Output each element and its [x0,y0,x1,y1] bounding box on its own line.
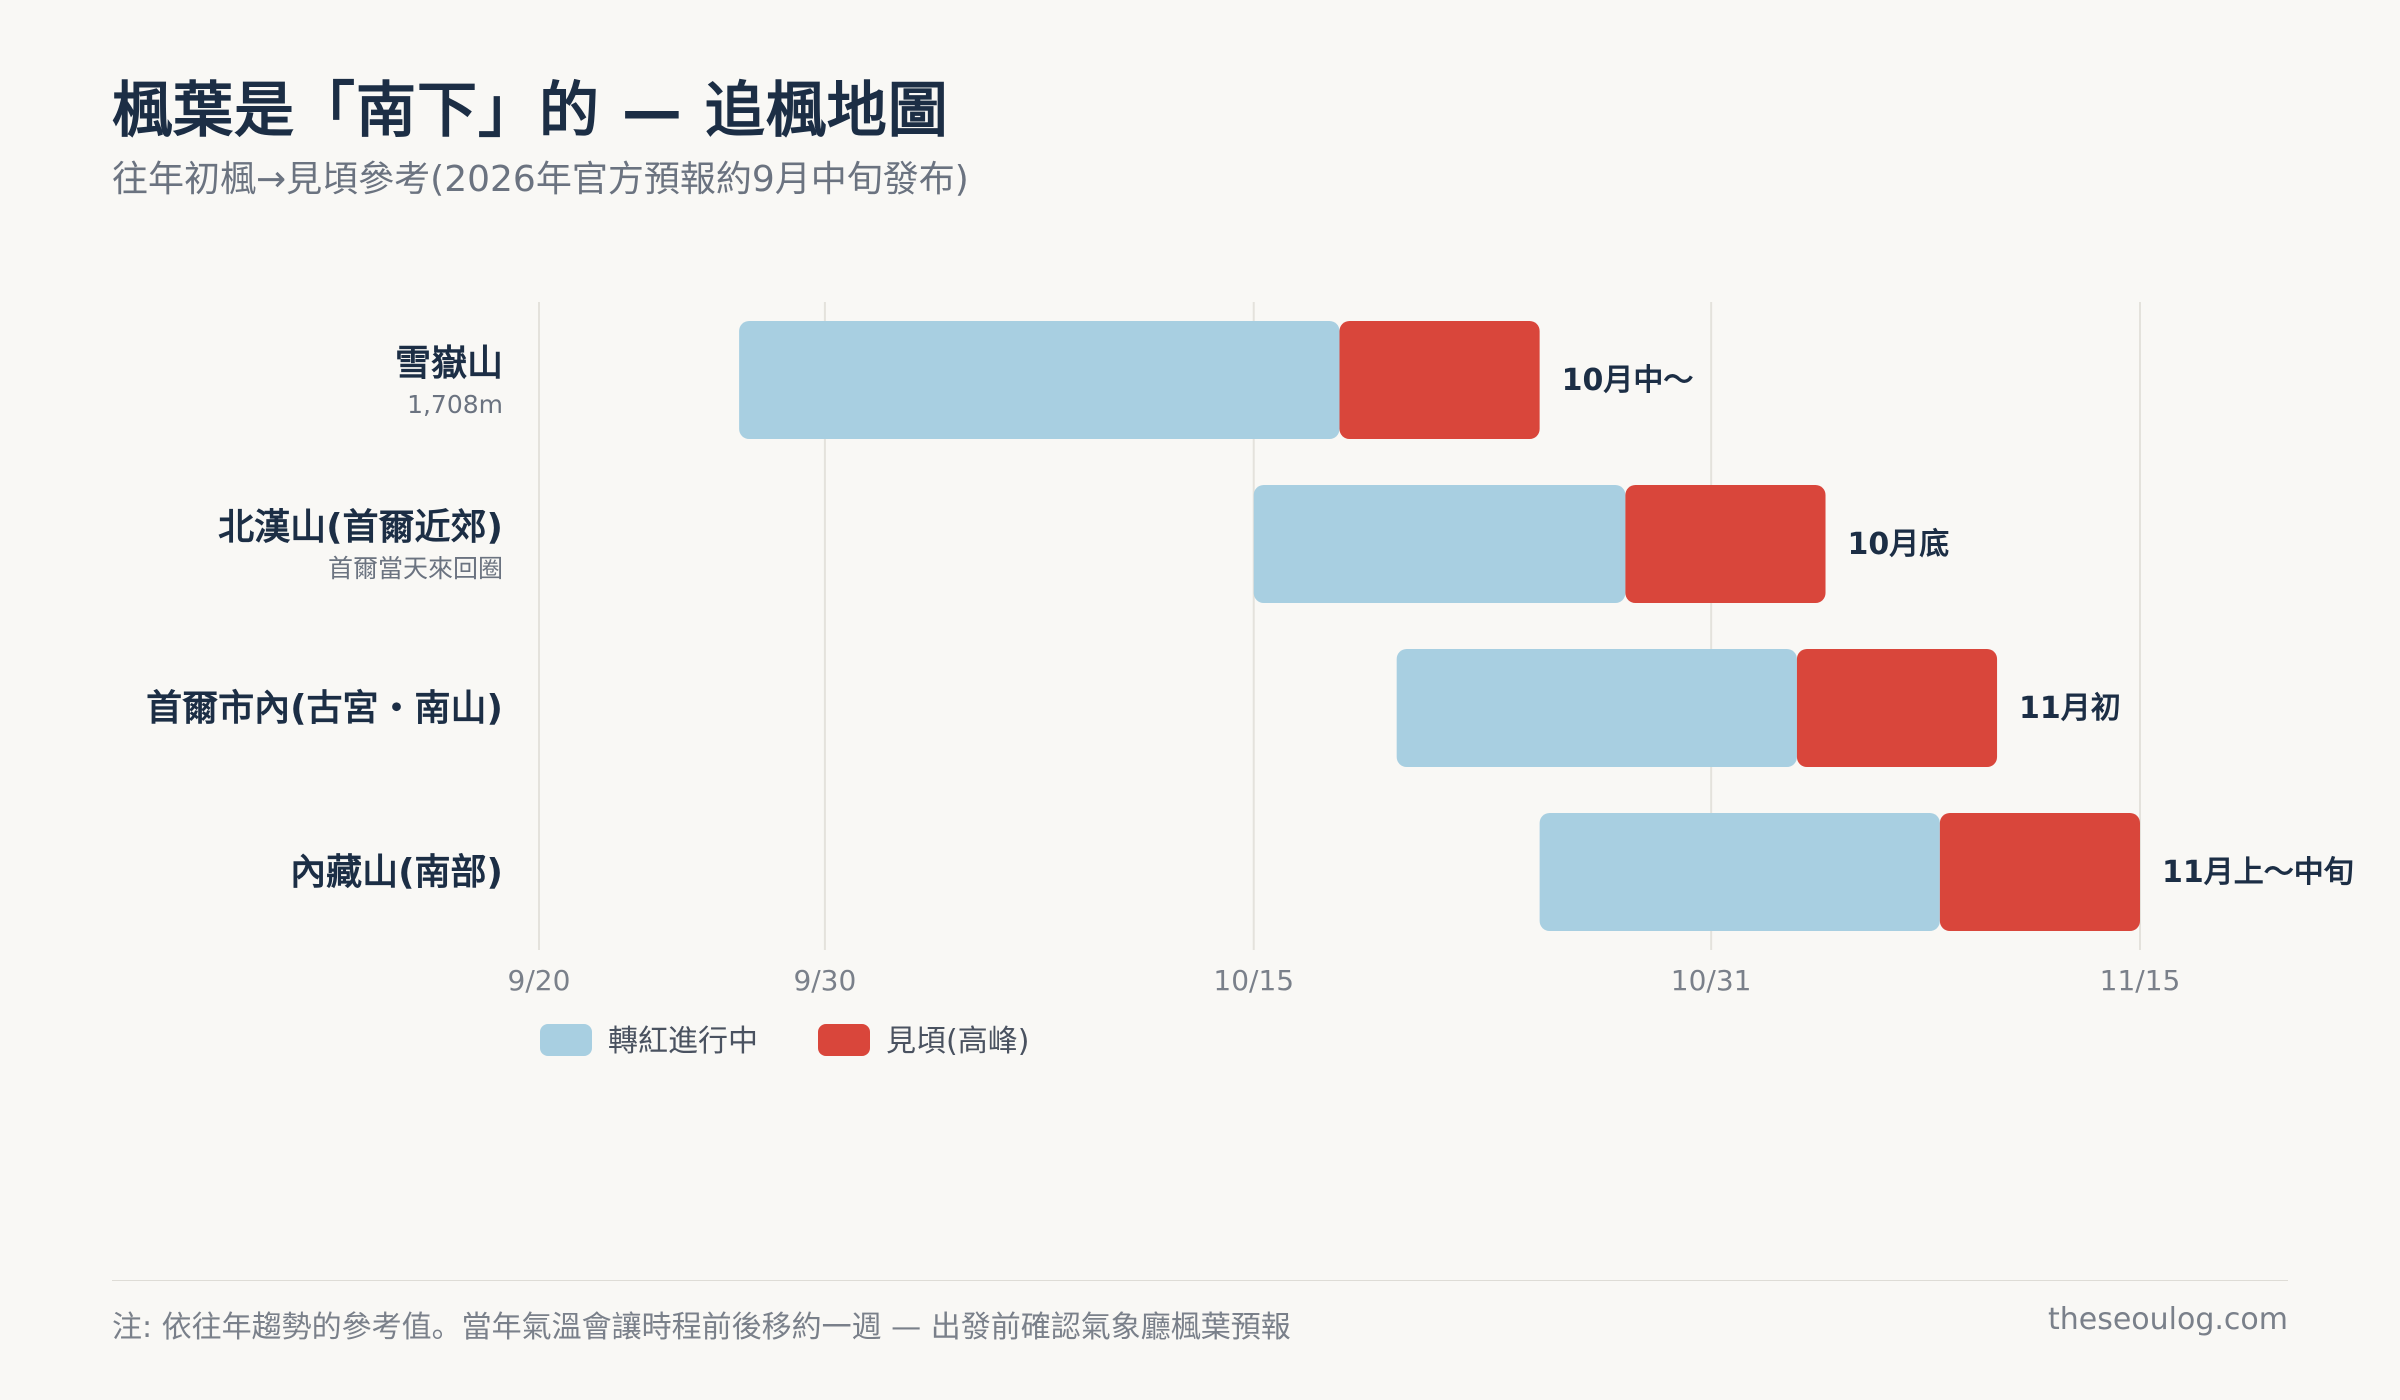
bar-peak [1339,321,1540,439]
page-title: 楓葉是「南下」的 — 追楓地圖 [112,76,949,146]
legend-swatch [540,1024,592,1056]
bar-data-label: 11月上〜中旬 [2162,855,2354,890]
category-sublabel: 首爾當天來回圈 [328,554,503,583]
category-label: 內藏山(南部) [290,852,503,893]
footer-divider [112,1280,2288,1281]
x-axis: 9/20 9/30 10/15 10/31 11/15 [508,964,2181,997]
legend-label: 轉紅進行中 [608,1024,758,1059]
category-label: 首爾市內(古宮・南山) [146,688,503,729]
x-tick-label: 11/15 [2100,964,2181,997]
category-label: 雪嶽山 [395,343,503,384]
foliage-timeline-chart: 10月中〜 雪嶽山 1,708m 10月底 北漢山(首爾近郊) 首爾當天來回圈 11月初 首爾… [146,302,2354,1059]
bar-peak [1625,485,1826,603]
page-subtitle: 往年初楓→見頃參考(2026年官方預報約9月中旬發布) [112,159,969,200]
bar-data-label: 10月中〜 [1562,363,1694,398]
bar-peak [1796,649,1998,767]
legend-label: 見頃(高峰) [886,1024,1029,1059]
footer-site: theseoulog.com [2047,1302,2288,1337]
bar-turning [1396,649,1797,767]
bar-peak [1939,813,2140,931]
category-label: 北漢山(首爾近郊) [218,507,503,548]
bar-turning [1539,813,1940,931]
legend-swatch [818,1024,870,1056]
bar-turning [1253,485,1626,603]
bar-layer [739,321,2140,931]
x-tick-label: 10/31 [1671,964,1752,997]
x-tick-label: 10/15 [1213,964,1294,997]
bar-data-label: 11月初 [2019,691,2121,726]
x-tick-label: 9/20 [508,964,571,997]
footer-note: 注: 依往年趨勢的參考值。當年氣溫會讓時程前後移約一週 — 出發前確認氣象廳楓葉… [112,1310,1291,1345]
x-tick-label: 9/30 [793,964,856,997]
bar-data-label: 10月底 [1848,527,1950,562]
legend: 轉紅進行中 見頃(高峰) [540,1024,1029,1059]
category-sublabel: 1,708m [407,390,503,419]
label-layer: 10月中〜 雪嶽山 1,708m 10月底 北漢山(首爾近郊) 首爾當天來回圈 11月初 首爾… [146,343,2354,893]
bar-turning [739,321,1340,439]
